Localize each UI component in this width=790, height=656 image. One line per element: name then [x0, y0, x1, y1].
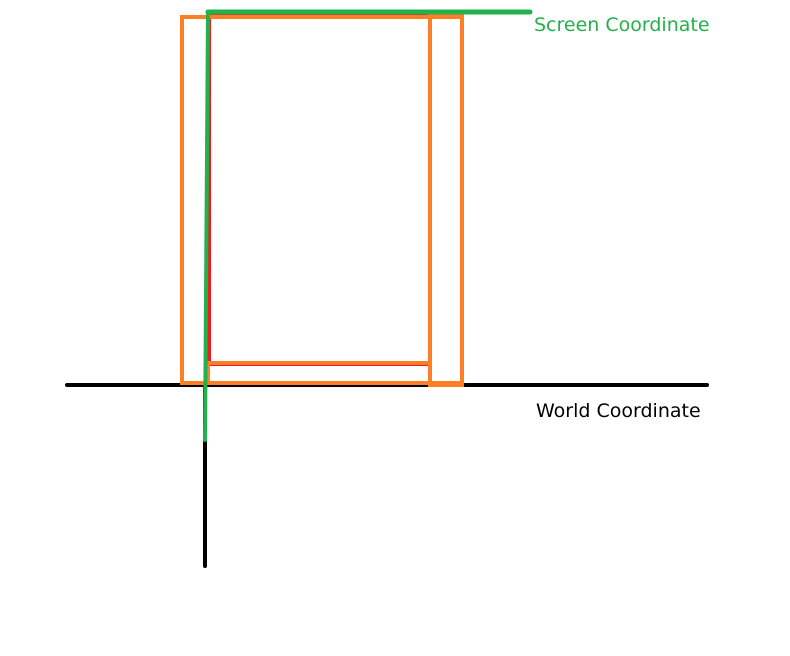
screen-y-axis: [203, 10, 210, 442]
outer-frame-rect: [180, 15, 464, 385]
world-coordinate-label: World Coordinate: [536, 400, 701, 422]
right-frame-rect: [428, 13, 464, 387]
viewport-rect: [207, 12, 432, 366]
screen-coordinate-label: Screen Coordinate: [534, 14, 710, 36]
